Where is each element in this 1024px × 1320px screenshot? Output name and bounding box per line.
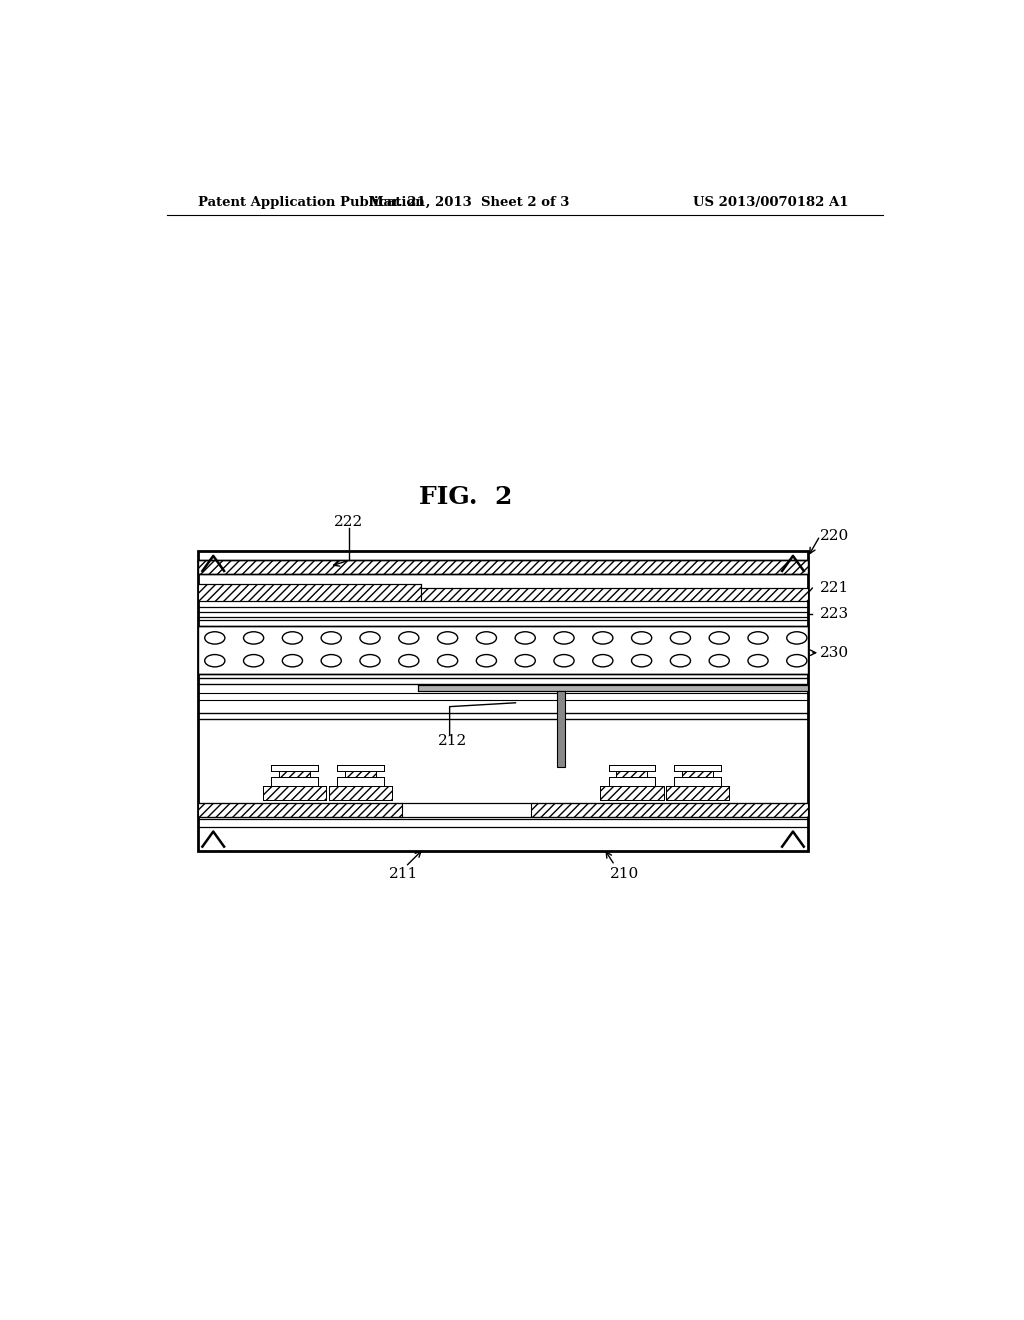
Bar <box>616 771 647 777</box>
Ellipse shape <box>322 655 341 667</box>
Bar <box>280 771 310 777</box>
Ellipse shape <box>476 655 497 667</box>
Ellipse shape <box>244 655 263 667</box>
Text: 222: 222 <box>334 515 364 529</box>
Text: 211: 211 <box>388 867 418 882</box>
Ellipse shape <box>786 632 807 644</box>
Ellipse shape <box>671 655 690 667</box>
Ellipse shape <box>515 632 536 644</box>
Ellipse shape <box>748 655 768 667</box>
Bar <box>271 777 317 785</box>
Ellipse shape <box>359 655 380 667</box>
Ellipse shape <box>593 655 613 667</box>
Ellipse shape <box>554 655 574 667</box>
Bar <box>198 585 421 601</box>
Ellipse shape <box>632 632 651 644</box>
Text: 221: 221 <box>820 581 849 595</box>
Text: 210: 210 <box>610 867 639 882</box>
Text: 223: 223 <box>820 607 849 622</box>
Bar <box>682 771 713 777</box>
Bar <box>337 766 384 771</box>
Ellipse shape <box>244 632 263 644</box>
Bar <box>557 692 565 767</box>
Bar <box>198 552 809 851</box>
Bar <box>329 785 392 800</box>
Text: 212: 212 <box>438 734 467 748</box>
Text: FIG.  2: FIG. 2 <box>419 486 512 510</box>
Ellipse shape <box>710 655 729 667</box>
Bar <box>198 803 402 817</box>
Bar <box>675 766 721 771</box>
Text: Patent Application Publication: Patent Application Publication <box>198 195 425 209</box>
Bar <box>608 766 655 771</box>
Ellipse shape <box>515 655 536 667</box>
Ellipse shape <box>437 655 458 667</box>
Bar <box>608 777 655 785</box>
Ellipse shape <box>205 655 225 667</box>
Bar <box>271 766 317 771</box>
Ellipse shape <box>437 632 458 644</box>
Bar <box>421 589 809 601</box>
Ellipse shape <box>398 632 419 644</box>
Ellipse shape <box>398 655 419 667</box>
Bar <box>345 771 376 777</box>
Text: Mar. 21, 2013  Sheet 2 of 3: Mar. 21, 2013 Sheet 2 of 3 <box>369 195 569 209</box>
Text: 220: 220 <box>820 529 849 543</box>
Ellipse shape <box>710 632 729 644</box>
Ellipse shape <box>671 632 690 644</box>
Ellipse shape <box>359 632 380 644</box>
Bar <box>600 785 664 800</box>
Ellipse shape <box>554 632 574 644</box>
Ellipse shape <box>786 655 807 667</box>
Bar <box>666 785 729 800</box>
Ellipse shape <box>476 632 497 644</box>
Ellipse shape <box>283 632 302 644</box>
Bar <box>418 685 809 692</box>
Text: US 2013/0070182 A1: US 2013/0070182 A1 <box>693 195 849 209</box>
Ellipse shape <box>593 632 613 644</box>
Bar <box>530 803 809 817</box>
Ellipse shape <box>283 655 302 667</box>
Ellipse shape <box>748 632 768 644</box>
Ellipse shape <box>632 655 651 667</box>
Text: 230: 230 <box>820 645 849 660</box>
Ellipse shape <box>205 632 225 644</box>
Bar <box>198 560 809 574</box>
Bar <box>198 626 809 675</box>
Bar <box>263 785 327 800</box>
Ellipse shape <box>322 632 341 644</box>
Bar <box>675 777 721 785</box>
Bar <box>337 777 384 785</box>
